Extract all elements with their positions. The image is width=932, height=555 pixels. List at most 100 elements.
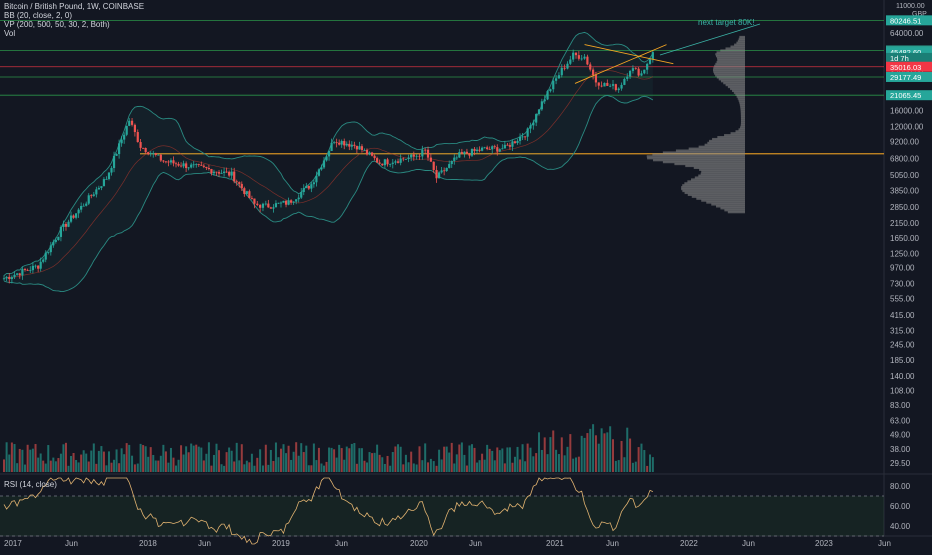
price-tick: 12000.00: [890, 123, 924, 132]
volume-bar: [371, 453, 374, 472]
annotation-arrow: [659, 23, 761, 56]
candle: [327, 151, 331, 157]
candle: [64, 223, 68, 227]
volume-profile-bar: [687, 193, 745, 196]
volume-bar: [563, 455, 566, 472]
candle: [493, 146, 496, 148]
volume-bar: [543, 437, 546, 472]
volume-bar: [620, 440, 623, 472]
candle: [501, 148, 504, 150]
volume-bar: [427, 462, 430, 472]
candle: [586, 56, 589, 65]
volume-bar: [629, 438, 632, 472]
volume-profile-bar: [734, 43, 745, 46]
volume-bar: [649, 454, 652, 472]
volume-bar: [128, 444, 131, 472]
volume-bar: [498, 450, 501, 472]
candle: [365, 150, 369, 155]
candle: [212, 171, 216, 174]
candle: [310, 184, 313, 189]
volume-bar: [152, 454, 155, 472]
volume-profile-bar: [715, 55, 745, 58]
volume-profile-bar: [681, 186, 745, 189]
legend-vol[interactable]: Vol: [4, 29, 16, 38]
volume-bar: [162, 444, 165, 472]
volume-bar: [325, 461, 328, 472]
volume-bar: [154, 460, 157, 472]
volume-bar: [651, 457, 654, 472]
volume-profile-bar: [739, 103, 745, 106]
volume-profile-bar: [646, 155, 745, 158]
candle: [463, 151, 466, 154]
candle: [526, 128, 529, 137]
volume-profile-bar: [717, 57, 745, 60]
candle: [149, 153, 152, 155]
rsi-legend[interactable]: RSI (14, close): [4, 480, 57, 489]
candle: [348, 143, 351, 147]
volume-bar: [572, 458, 575, 472]
candle: [152, 153, 155, 154]
volume-bar: [363, 460, 366, 472]
legend-bb[interactable]: BB (20, close, 2, 0): [4, 11, 73, 20]
volume-bar: [429, 458, 432, 472]
volume-profile-bar: [740, 109, 745, 112]
volume-bar: [85, 453, 88, 472]
candle: [373, 155, 376, 159]
volume-bar: [147, 456, 150, 472]
candle: [537, 109, 541, 115]
trendline-falling: [584, 44, 674, 65]
legend-title[interactable]: Bitcoin / British Pound, 1W, COINBASE: [4, 2, 145, 11]
candle: [518, 136, 522, 141]
volume-bar: [612, 439, 615, 472]
volume-bar: [102, 451, 105, 472]
time-tick: 2020: [410, 539, 428, 548]
volume-profile-bar: [713, 68, 745, 71]
candle: [651, 52, 654, 60]
volume-bar: [415, 464, 418, 472]
volume-bar: [118, 463, 121, 472]
candle: [62, 223, 65, 227]
volume-bar: [450, 442, 453, 472]
volume-bar: [80, 454, 83, 472]
volume-bar: [267, 464, 270, 472]
candle: [261, 203, 265, 208]
candle: [358, 146, 361, 150]
legend-vp[interactable]: VP (200, 500, 50, 30, 2, Both): [4, 20, 110, 29]
volume-profile-bar: [716, 205, 745, 208]
candle: [154, 153, 157, 156]
candle: [488, 149, 491, 150]
rsi-tick: 40.00: [890, 522, 911, 531]
volume-profile-bar: [662, 161, 745, 164]
volume-bar: [157, 460, 160, 472]
candle: [136, 132, 139, 143]
volume-bar: [432, 461, 435, 472]
volume-bar: [511, 462, 514, 472]
time-tick: Jun: [742, 539, 755, 548]
volume-bar: [555, 449, 558, 472]
volume-profile-bar: [730, 45, 745, 48]
volume-profile-bar: [733, 91, 745, 94]
candle: [300, 192, 303, 198]
volume-bar: [312, 443, 315, 472]
volume-bar: [187, 452, 190, 472]
volume-bar: [228, 447, 231, 472]
candle: [5, 276, 8, 279]
candle: [402, 158, 405, 160]
volume-bar: [243, 464, 246, 472]
volume-bar: [110, 462, 113, 472]
candle: [506, 144, 509, 146]
volume-bar: [589, 428, 592, 472]
candle: [412, 154, 415, 157]
volume-bar: [277, 457, 280, 472]
candle: [34, 265, 37, 267]
volume-bar: [358, 448, 361, 472]
volume-bar: [453, 463, 456, 472]
candle: [69, 215, 73, 222]
candle: [583, 56, 586, 59]
candle: [333, 142, 336, 144]
volume-bar: [282, 444, 285, 472]
candle: [322, 160, 326, 168]
candle: [274, 203, 278, 208]
